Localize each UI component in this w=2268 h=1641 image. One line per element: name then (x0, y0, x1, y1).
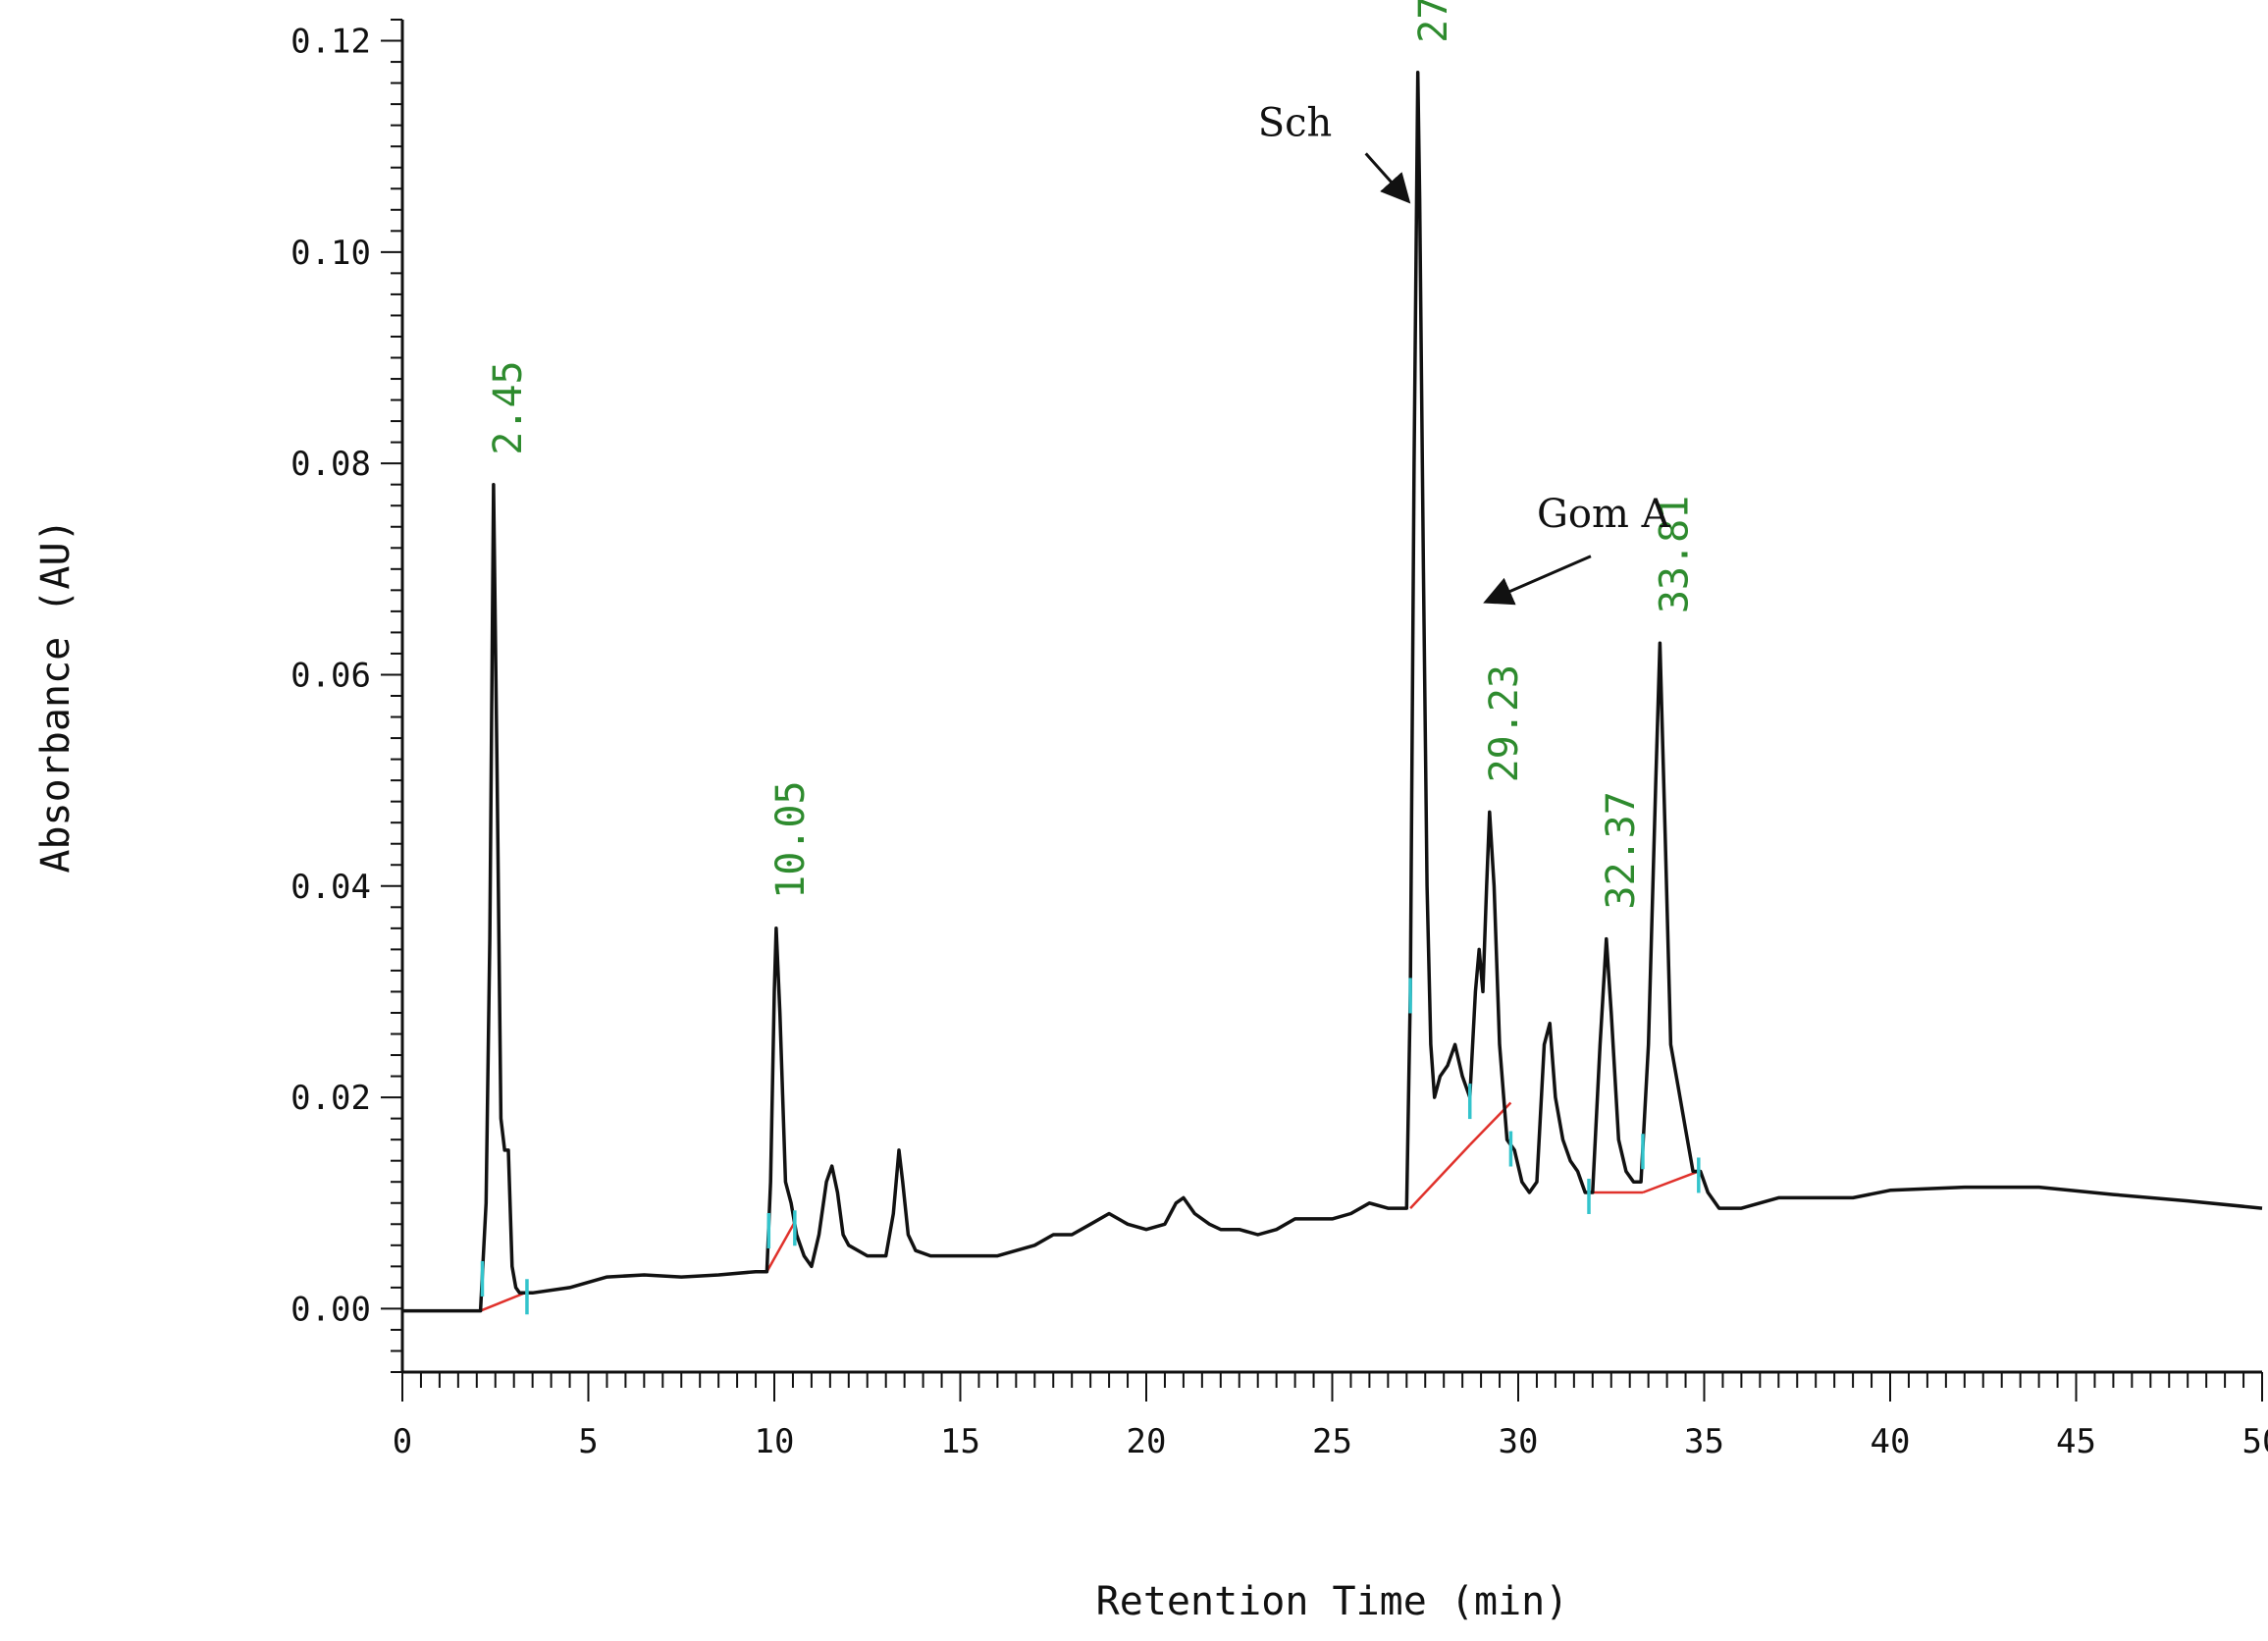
peak-label: 32.37 (1599, 791, 1644, 909)
peak-labels-group: 2.45 10.05 27.33 29.23 32.37 33.81 (486, 0, 1698, 910)
y-tick-label: 0.00 (290, 1290, 371, 1329)
x-tick-label: 10 (755, 1422, 795, 1461)
x-tick-label: 15 (940, 1422, 980, 1461)
annotations-group: Sch Gom A (1258, 100, 1671, 606)
annotation-arrow (1364, 152, 1411, 204)
x-ticks-group: 0 5 10 15 20 25 30 35 40 45 50 (393, 1372, 2268, 1461)
y-tick-label: 0.12 (290, 23, 371, 62)
peak-label: 33.81 (1652, 496, 1697, 613)
annotation-label: Gom A (1537, 492, 1671, 537)
y-ticks-group: 0.00 0.02 0.04 0.06 0.08 0.10 0.12 (290, 19, 402, 1373)
chromatogram-trace (402, 71, 2263, 1313)
x-tick-label: 0 (393, 1422, 412, 1461)
annotation-label: Sch (1258, 100, 1333, 145)
x-axis-title: Retention Time (min) (1096, 1579, 1569, 1624)
baselines-group (480, 1101, 1700, 1312)
x-tick-label: 25 (1312, 1422, 1352, 1461)
y-tick-label: 0.08 (290, 445, 371, 484)
annotation-arrow (1483, 555, 1592, 606)
integration-markers-group (480, 978, 1701, 1315)
y-tick-label: 0.06 (290, 656, 371, 695)
x-tick-label: 5 (578, 1422, 598, 1461)
peak-label: 27.33 (1411, 0, 1456, 43)
x-tick-label: 45 (2056, 1422, 2096, 1461)
axes-group (400, 20, 2262, 1374)
y-tick-label: 0.04 (290, 868, 371, 907)
integration-baseline (1642, 1170, 1700, 1194)
peak-label: 10.05 (768, 780, 814, 898)
peak-label: 2.45 (486, 360, 531, 454)
x-tick-label: 35 (1684, 1422, 1724, 1461)
integration-baseline (480, 1292, 526, 1312)
y-axis-title: Absorbance (AU) (33, 518, 79, 873)
x-tick-label: 40 (1871, 1422, 1911, 1461)
y-tick-label: 0.02 (290, 1079, 371, 1118)
y-tick-label: 0.10 (290, 234, 371, 273)
peak-label: 29.23 (1482, 664, 1527, 782)
x-tick-label: 20 (1127, 1422, 1167, 1461)
x-tick-label: 50 (2242, 1422, 2268, 1461)
x-tick-label: 30 (1499, 1422, 1539, 1461)
integration-baseline (1409, 1143, 1471, 1209)
integration-baseline (765, 1221, 796, 1273)
